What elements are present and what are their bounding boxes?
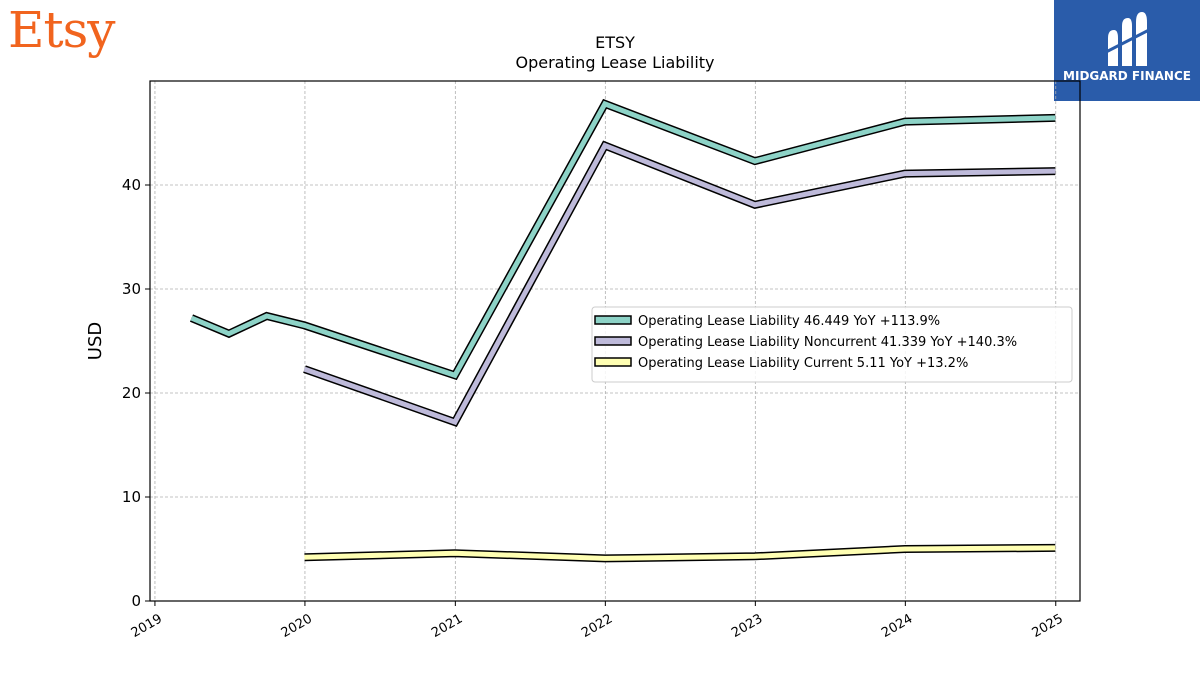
legend: Operating Lease Liability 46.449 YoY +11… bbox=[591, 306, 1073, 383]
chart-title: ETSY bbox=[595, 33, 635, 52]
series-line-3 bbox=[304, 545, 1056, 561]
publisher-name: MIDGARD FINANCE bbox=[1063, 69, 1191, 83]
x-tick-label: 2023 bbox=[729, 611, 765, 641]
x-tick-label: 2025 bbox=[1030, 611, 1066, 641]
etsy-logo: Etsy bbox=[8, 1, 115, 59]
x-tick-label: 2021 bbox=[429, 611, 465, 641]
legend-swatch bbox=[594, 315, 632, 325]
series-line-2 bbox=[303, 142, 1056, 426]
legend-swatch bbox=[594, 357, 632, 367]
axes: 0 10 20 30 40 2019 2020 2021 2022 2023 2024 2025 bbox=[122, 176, 1066, 641]
series-line-1 bbox=[190, 100, 1056, 379]
y-tick-label: 40 bbox=[122, 176, 141, 194]
y-tick-label: 0 bbox=[131, 592, 141, 610]
legend-label: Operating Lease Liability 46.449 YoY +11… bbox=[638, 314, 940, 329]
midgard-finance-logo: MIDGARD FINANCE bbox=[1054, 0, 1200, 101]
x-tick-label: 2022 bbox=[579, 611, 615, 641]
y-tick-label: 30 bbox=[122, 280, 141, 298]
x-tick-label: 2020 bbox=[279, 611, 315, 641]
y-tick-label: 20 bbox=[122, 384, 141, 402]
chart-subtitle: Operating Lease Liability bbox=[515, 53, 714, 72]
legend-label: Operating Lease Liability Current 5.11 Y… bbox=[638, 356, 968, 371]
plot-frame bbox=[149, 80, 1081, 602]
y-tick-label: 10 bbox=[122, 488, 141, 506]
midgard-emblem-icon bbox=[1105, 12, 1150, 66]
y-axis-label: USD bbox=[85, 322, 106, 360]
x-tick-label: 2024 bbox=[879, 611, 915, 641]
x-tick-label: 2019 bbox=[129, 611, 165, 641]
legend-box bbox=[591, 306, 1073, 383]
series-lines bbox=[189, 98, 1056, 563]
legend-swatch bbox=[594, 336, 632, 346]
legend-label: Operating Lease Liability Noncurrent 41.… bbox=[638, 335, 1017, 350]
